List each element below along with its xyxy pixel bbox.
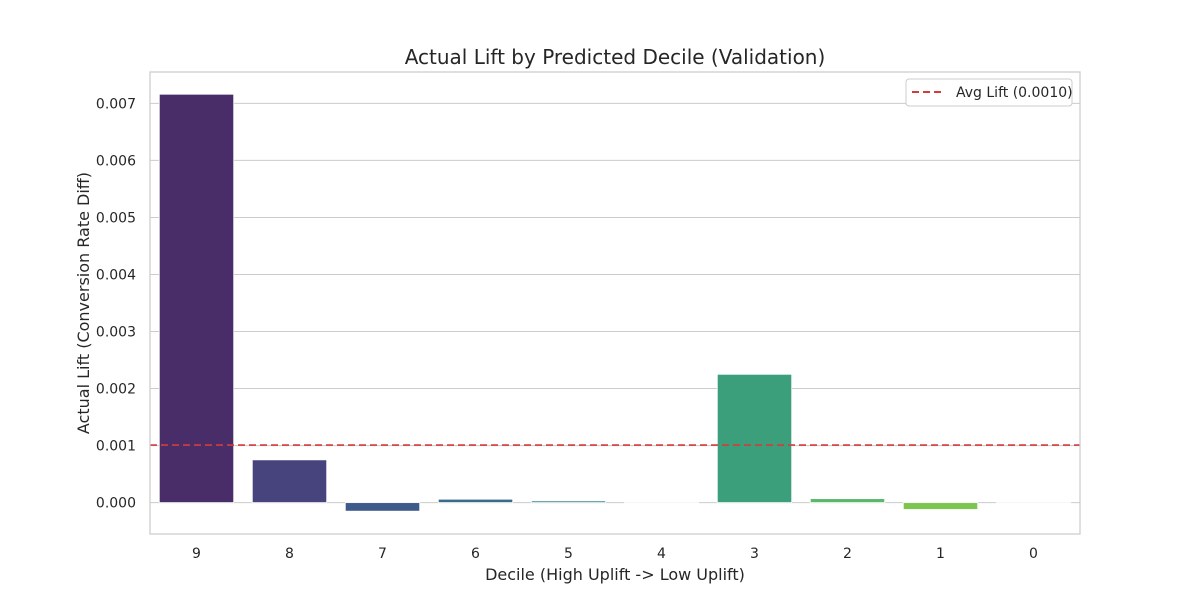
y-axis-title: Actual Lift (Conversion Rate Diff) <box>74 172 93 434</box>
bar-decile-8 <box>251 459 328 504</box>
bars <box>158 93 1072 512</box>
bar-decile-9 <box>158 93 235 504</box>
legend: Avg Lift (0.0010) <box>905 78 1073 107</box>
y-tick-label: 0.006 <box>96 153 136 169</box>
y-tick-labels: 0.000 0.001 0.002 0.003 0.004 0.005 0.006 0.007 <box>96 96 136 511</box>
x-tick-label: 8 <box>285 546 294 562</box>
bar-decile-3 <box>716 373 793 504</box>
x-tick-label: 5 <box>564 546 573 562</box>
x-tick-label: 6 <box>471 546 480 562</box>
bar-decile-6 <box>437 498 514 504</box>
bar-decile-4 <box>623 502 700 504</box>
y-tick-label: 0.007 <box>96 96 136 112</box>
y-tick-label: 0.002 <box>96 382 136 398</box>
x-tick-label: 1 <box>936 546 945 562</box>
plot-frame <box>149 71 1081 535</box>
y-gridlines <box>150 102 1080 504</box>
bar-decile-5 <box>530 500 607 504</box>
x-tick-label: 9 <box>192 546 201 562</box>
bar-decile-2 <box>809 498 886 504</box>
y-tick-label: 0.001 <box>96 439 136 455</box>
legend-label: Avg Lift (0.0010) <box>956 85 1073 101</box>
bar-decile-1 <box>902 502 979 510</box>
x-tick-label: 4 <box>657 546 666 562</box>
y-tick-label: 0.003 <box>96 325 136 341</box>
x-axis-title: Decile (High Uplift -> Low Uplift) <box>485 565 745 584</box>
x-tick-labels: 9 8 7 6 5 4 3 2 1 0 <box>192 546 1038 562</box>
bar-decile-7 <box>344 502 421 512</box>
x-tick-label: 3 <box>750 546 759 562</box>
x-tick-label: 2 <box>843 546 852 562</box>
bar-decile-0 <box>995 502 1072 504</box>
x-tick-label: 0 <box>1029 546 1038 562</box>
x-tick-label: 7 <box>378 546 387 562</box>
y-tick-label: 0.000 <box>96 496 136 512</box>
y-tick-label: 0.004 <box>96 267 136 283</box>
legend-box <box>905 78 1073 107</box>
y-tick-label: 0.005 <box>96 210 136 226</box>
chart-title: Actual Lift by Predicted Decile (Validat… <box>405 45 826 69</box>
